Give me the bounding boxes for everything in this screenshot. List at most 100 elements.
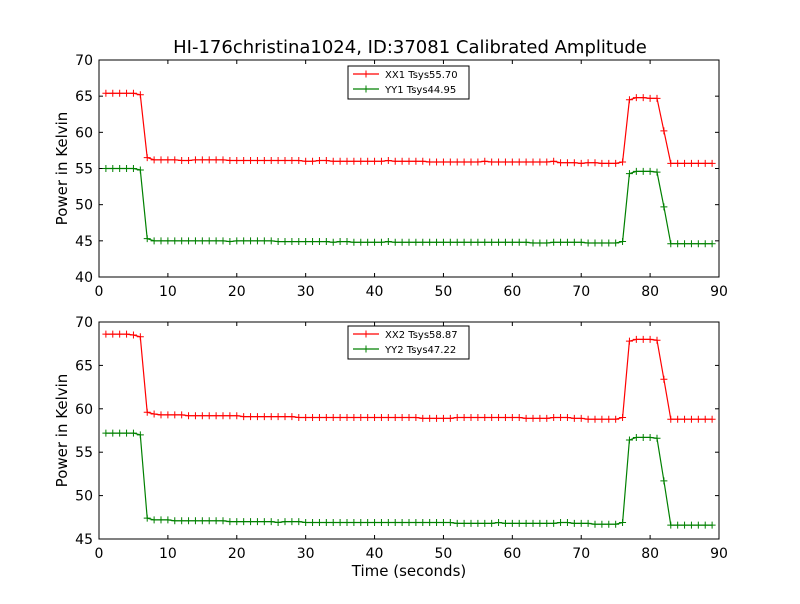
data-point	[309, 238, 317, 246]
data-point	[508, 519, 516, 527]
data-point	[660, 477, 668, 485]
data-point	[543, 414, 551, 422]
y-tick-label: 55	[75, 162, 93, 178]
data-point	[164, 237, 172, 245]
data-point	[185, 237, 193, 245]
data-point	[667, 415, 675, 423]
data-point	[102, 429, 110, 437]
figure-title: HI-176christina1024, ID:37081 Calibrated…	[173, 37, 647, 58]
data-point	[660, 203, 668, 211]
data-point	[295, 157, 303, 165]
y-tick-label: 50	[75, 489, 93, 505]
data-point	[591, 415, 599, 423]
data-point	[116, 165, 124, 172]
x-tick-label: 30	[297, 284, 315, 300]
data-point	[274, 238, 282, 246]
data-point	[143, 154, 151, 162]
series-2	[102, 165, 716, 248]
data-point	[625, 170, 633, 178]
data-point	[584, 519, 592, 527]
data-point	[136, 91, 144, 99]
data-point	[605, 239, 613, 247]
data-point	[439, 158, 447, 166]
data-point	[646, 335, 654, 343]
data-point	[267, 237, 275, 245]
data-point	[295, 413, 303, 421]
x-tick-label: 10	[159, 284, 177, 300]
data-point	[522, 519, 530, 527]
x-tick-label: 70	[572, 546, 590, 562]
data-point	[536, 414, 544, 422]
data-point	[267, 413, 275, 421]
data-point	[281, 518, 289, 526]
data-point	[598, 415, 606, 423]
data-point	[632, 335, 640, 343]
x-axis-label: Time (seconds)	[351, 562, 467, 580]
data-point	[198, 156, 206, 164]
y-tick-label: 50	[75, 198, 93, 214]
data-point	[267, 157, 275, 165]
data-point	[577, 159, 585, 167]
data-point	[123, 165, 131, 172]
data-point	[619, 158, 627, 166]
data-point	[625, 337, 633, 345]
data-point	[315, 413, 323, 421]
data-point	[619, 238, 627, 246]
data-point	[336, 413, 344, 421]
data-point	[522, 414, 530, 422]
data-point	[350, 413, 358, 421]
data-point	[426, 238, 434, 246]
data-point	[247, 237, 255, 245]
data-point	[226, 157, 234, 165]
data-point	[109, 89, 117, 97]
data-point	[584, 159, 592, 167]
data-point	[419, 519, 427, 527]
data-point	[419, 157, 427, 165]
legend-label: XX1 Tsys55.70	[385, 70, 458, 81]
data-point	[219, 412, 227, 420]
data-point	[495, 413, 503, 421]
data-point	[274, 519, 282, 527]
data-point	[371, 157, 379, 165]
data-point	[253, 518, 261, 526]
data-point	[570, 414, 578, 422]
data-point	[136, 166, 144, 174]
data-point	[191, 412, 199, 420]
y-tick-label: 60	[75, 402, 93, 418]
data-point	[591, 520, 599, 528]
data-point	[384, 157, 392, 165]
data-point	[343, 157, 351, 165]
data-point	[164, 411, 172, 419]
data-point	[226, 412, 234, 420]
series-1	[102, 330, 716, 423]
data-point	[667, 159, 675, 167]
data-point	[364, 519, 372, 527]
data-point	[557, 159, 565, 167]
data-point	[453, 158, 461, 166]
data-point	[116, 89, 124, 97]
x-tick-label: 70	[572, 284, 590, 300]
data-point	[570, 238, 578, 246]
data-point	[591, 239, 599, 247]
data-point	[563, 159, 571, 167]
data-point	[515, 158, 523, 166]
data-point	[377, 413, 385, 421]
data-point	[260, 518, 268, 526]
data-point	[433, 414, 441, 422]
data-point	[171, 517, 179, 525]
data-point	[129, 331, 137, 339]
data-point	[136, 333, 144, 341]
x-tick-label: 50	[435, 546, 453, 562]
data-point	[543, 158, 551, 166]
data-point	[150, 156, 158, 164]
data-point	[529, 239, 537, 247]
data-point	[302, 157, 310, 165]
y-axis-label: Power in Kelvin	[53, 112, 71, 226]
data-point	[123, 330, 131, 338]
data-point	[550, 413, 558, 421]
data-point	[357, 413, 365, 421]
x-tick-label: 0	[95, 546, 104, 562]
data-point	[488, 413, 496, 421]
data-point	[460, 158, 468, 166]
data-point	[136, 431, 144, 439]
